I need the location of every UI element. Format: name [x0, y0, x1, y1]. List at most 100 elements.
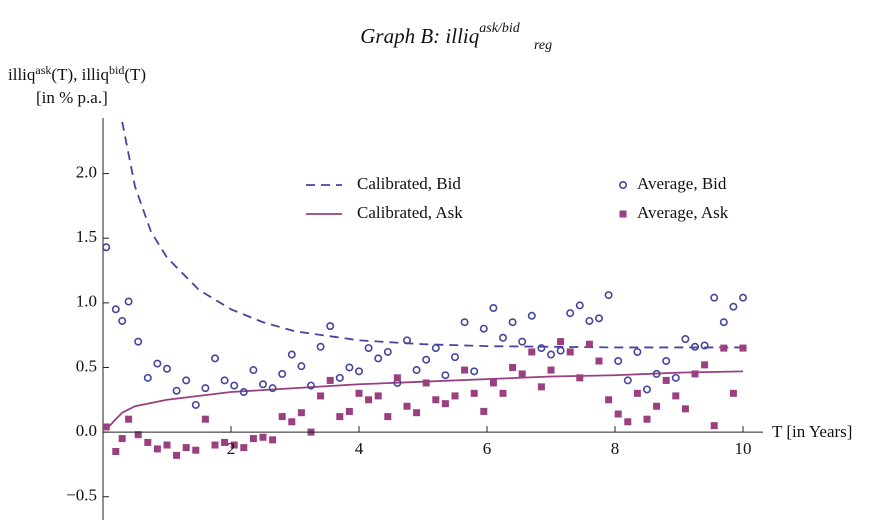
ask-point	[163, 441, 171, 449]
ask-point	[317, 392, 325, 400]
bid-point	[719, 318, 728, 327]
ask-point	[672, 392, 680, 400]
bid-point	[614, 357, 623, 366]
ask-point	[518, 370, 526, 378]
y-axis-label: illiqask(T), illiqbid(T)	[8, 63, 146, 84]
ask-point	[489, 379, 497, 387]
x-tick-label: 4	[355, 439, 364, 458]
bid-point	[249, 366, 258, 375]
ask-point	[614, 410, 622, 418]
calibrated-line	[105, 370, 744, 431]
bid-point	[278, 369, 287, 378]
bid-point	[479, 324, 488, 333]
y-tick-label: 1.0	[76, 292, 97, 311]
bid-point	[575, 301, 584, 310]
ask-point	[326, 376, 334, 384]
ask-point	[192, 446, 200, 454]
bid-point	[681, 335, 690, 344]
ask-point	[173, 451, 181, 459]
ask-point	[537, 383, 545, 391]
bid-point	[623, 376, 632, 385]
bid-point	[191, 400, 200, 409]
x-tick-label: 10	[735, 439, 752, 458]
legend-swatch	[618, 181, 627, 190]
y-label-part: (T), illiq	[51, 65, 109, 84]
bid-point	[594, 314, 603, 323]
bid-point	[633, 347, 642, 356]
ask-point	[633, 389, 641, 397]
ask-point	[297, 409, 305, 417]
y-axis-unit: [in % p.a.]	[36, 88, 108, 107]
x-axis-label: T [in Years]	[772, 422, 852, 441]
ask-point	[269, 436, 277, 444]
title-sup: ask/bid	[479, 21, 520, 36]
bid-point	[374, 354, 383, 363]
title-sub: reg	[534, 38, 552, 53]
ask-point	[182, 444, 190, 452]
bid-point	[412, 366, 421, 375]
bid-point	[546, 350, 555, 359]
ask-point	[278, 413, 286, 421]
ask-point	[422, 379, 430, 387]
bid-point	[326, 322, 335, 331]
bid-point	[364, 344, 373, 353]
bid-point	[518, 337, 527, 346]
bid-point	[297, 362, 306, 371]
ask-point	[576, 374, 584, 382]
bid-point	[383, 347, 392, 356]
bid-point	[489, 304, 498, 313]
bid-point	[671, 373, 680, 382]
ask-point	[112, 447, 120, 455]
bid-point	[652, 369, 661, 378]
ask-point	[441, 400, 449, 408]
ask-point	[153, 445, 161, 453]
ask-point	[384, 413, 392, 421]
bid-point	[239, 388, 248, 397]
legend-swatch	[619, 210, 627, 218]
ask-point	[691, 370, 699, 378]
x-tick-label: 2	[227, 439, 236, 458]
ask-point	[374, 392, 382, 400]
bid-point	[268, 384, 277, 393]
bid-point	[345, 363, 354, 372]
bid-point	[182, 376, 191, 385]
bid-point	[422, 355, 431, 364]
ask-point	[585, 340, 593, 348]
y-tick-label: 0.5	[76, 356, 97, 375]
bid-point	[143, 373, 152, 382]
ask-point	[144, 438, 152, 446]
bid-point	[527, 311, 536, 320]
bid-point	[118, 316, 127, 325]
ask-point	[365, 396, 373, 404]
legend-label: Average, Ask	[637, 203, 729, 222]
bid-point	[306, 381, 315, 390]
ask-point	[547, 366, 555, 374]
bid-point	[258, 380, 267, 389]
bid-point	[124, 297, 133, 306]
ask-point	[605, 396, 613, 404]
bid-point	[211, 354, 220, 363]
bid-point	[220, 376, 229, 385]
ask-point	[557, 338, 565, 346]
title-main: Graph B: illiq	[360, 24, 479, 48]
bid-point	[354, 367, 363, 376]
x-tick-label: 6	[483, 439, 492, 458]
ask-point	[681, 405, 689, 413]
y-label-part: bid	[109, 63, 124, 77]
bid-point	[556, 346, 565, 355]
bid-point	[431, 344, 440, 353]
ask-point	[103, 423, 110, 431]
ask-point	[413, 409, 421, 417]
ask-point	[729, 389, 737, 397]
ask-point	[528, 348, 536, 356]
ask-point	[393, 374, 401, 382]
bid-point	[537, 344, 546, 353]
ask-point	[624, 418, 632, 426]
bid-point	[230, 381, 239, 390]
bid-point	[163, 364, 172, 373]
ask-point	[125, 415, 133, 423]
bid-point	[134, 337, 143, 346]
bid-point	[700, 341, 709, 350]
ask-point	[240, 444, 248, 452]
y-label-part: (T)	[124, 65, 146, 84]
